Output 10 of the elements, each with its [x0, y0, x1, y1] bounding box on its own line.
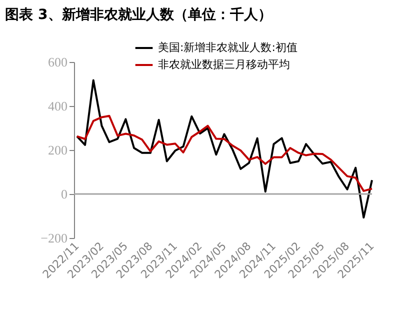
legend-label: 美国:新增非农就业人数:初值 — [158, 41, 298, 54]
y-tick-label: 0 — [61, 186, 68, 202]
y-tick-label: 400 — [48, 98, 68, 114]
chart-title: 图表 3、新增非农就业人数（单位：千人） — [5, 6, 272, 23]
line-series — [76, 114, 373, 192]
legend-label: 非农就业数据三月移动平均 — [158, 58, 290, 71]
y-tick-label: −200 — [40, 230, 68, 246]
y-tick-label: 600 — [48, 54, 68, 70]
line-series — [76, 79, 373, 219]
y-tick-label: 200 — [48, 142, 68, 158]
